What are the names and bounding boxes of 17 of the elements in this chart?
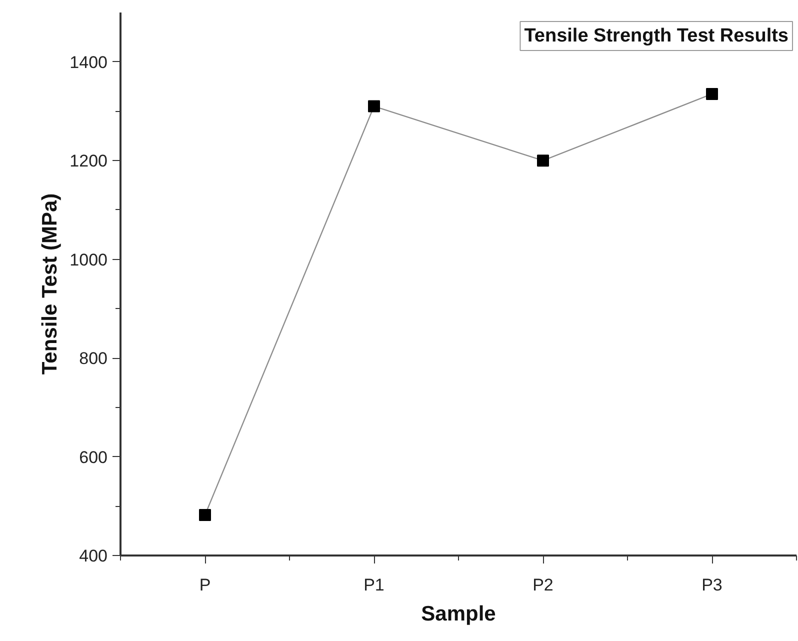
y-tick-label: 800	[79, 349, 108, 368]
y-axis-title: Tensile Test (MPa)	[38, 193, 62, 375]
point	[199, 509, 211, 522]
point	[706, 88, 718, 100]
x-tick-label: P3	[702, 576, 722, 594]
x-tick-label: P1	[364, 576, 384, 594]
x-tick-label: P2	[532, 576, 554, 594]
y-tick-label: 1400	[70, 52, 108, 72]
point	[537, 154, 549, 167]
y-tick-label: 1200	[70, 152, 108, 171]
text: Tensile Strength Test Results	[524, 26, 789, 46]
x-axis-title: Sample	[421, 602, 496, 626]
y-tick-label: 1000	[70, 250, 108, 270]
point	[368, 100, 380, 112]
y-tick-label: 400	[79, 546, 108, 566]
x-tick-label: P	[199, 576, 211, 594]
y-tick-label: 600	[79, 448, 108, 467]
